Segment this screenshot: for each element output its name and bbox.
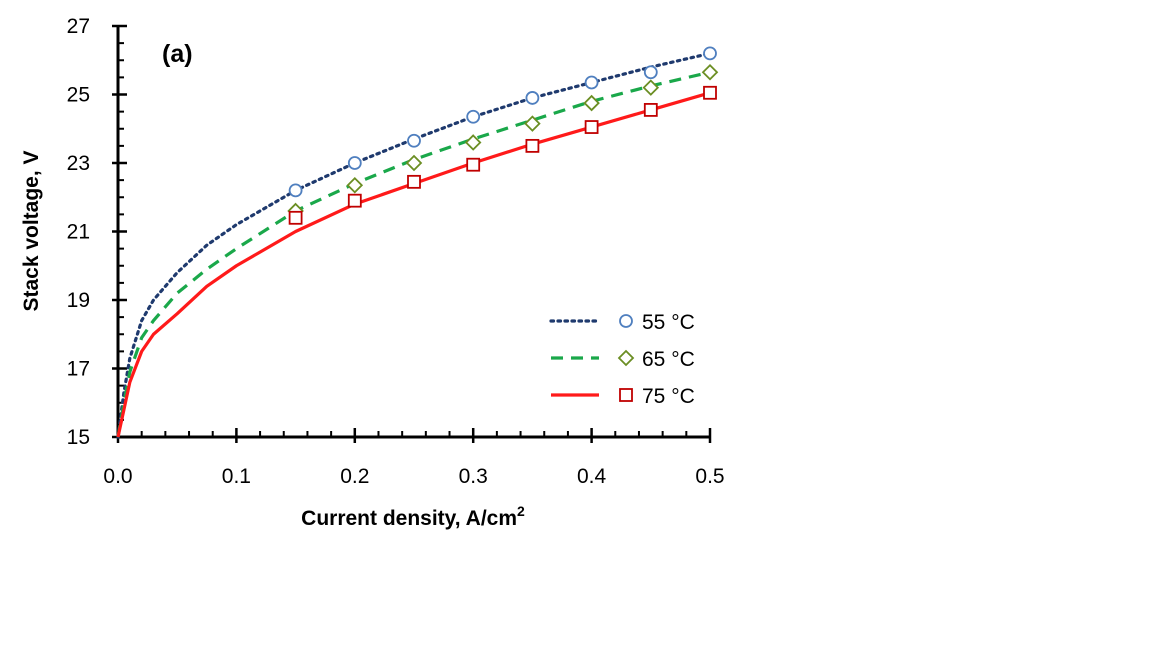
x-axis-title: Current density, A/cm2: [301, 503, 525, 530]
x-ticks: 0.0 0.1 0.2 0.3 0.4 0.5: [103, 428, 725, 488]
x-tick-label: 0.5: [695, 465, 724, 488]
y-tick-label: 23: [67, 152, 90, 175]
y-axis-title: Stack voltage, V: [20, 150, 43, 311]
legend-marker-3: [619, 388, 633, 402]
series-lines: [116, 51, 712, 439]
series-line-2: [116, 70, 711, 438]
data-point-series-1: [525, 91, 540, 105]
data-point-series-2: [405, 154, 423, 172]
series-line-3: [116, 91, 711, 438]
data-point-series-3: [525, 138, 540, 153]
legend-label-1: 55 °C: [642, 311, 695, 334]
data-point-series-1: [288, 183, 303, 198]
x-tick-label: 0.2: [340, 465, 369, 488]
y-tick-label: 19: [67, 289, 90, 312]
data-point-series-2: [524, 115, 541, 132]
data-point-series-3: [347, 193, 362, 208]
data-point-series-1: [643, 65, 658, 80]
data-point-series-2: [701, 63, 719, 81]
x-axis-title-superscript: 2: [517, 503, 525, 519]
data-point-series-3: [643, 103, 658, 117]
data-point-series-2: [583, 94, 600, 112]
panel-label: (a): [162, 40, 193, 68]
legend-label-3: 75 °C: [642, 385, 695, 408]
axes: 0.0 0.1 0.2 0.3 0.4 0.5 15 17 19 21 23 25 27: [67, 15, 725, 488]
data-point-series-3: [288, 210, 303, 225]
series-line-1: [116, 51, 712, 439]
data-point-series-3: [703, 85, 717, 100]
data-point-series-1: [466, 109, 481, 124]
data-point-series-3: [407, 174, 421, 189]
y-tick-label: 27: [67, 15, 90, 38]
series-markers: [287, 46, 719, 225]
data-point-series-3: [466, 157, 481, 172]
data-point-series-2: [642, 79, 660, 96]
y-ticks: 15 17 19 21 23 25 27: [67, 15, 127, 449]
data-point-series-1: [584, 75, 599, 90]
data-point-series-1: [703, 46, 717, 61]
y-tick-label: 21: [67, 221, 90, 244]
legend-marker-1: [619, 314, 633, 328]
x-tick-label: 0.0: [103, 465, 132, 488]
legend: 55 °C 65 °C 75 °C: [549, 311, 695, 408]
y-tick-label: 25: [67, 84, 90, 107]
x-tick-label: 0.1: [222, 465, 251, 488]
x-tick-label: 0.3: [459, 465, 488, 488]
data-point-series-3: [584, 120, 599, 134]
data-point-series-2: [464, 134, 482, 151]
data-point-series-1: [407, 133, 421, 148]
y-tick-label: 15: [67, 426, 90, 449]
data-point-series-2: [346, 176, 364, 194]
x-tick-label: 0.4: [577, 465, 607, 488]
legend-marker-2: [617, 349, 635, 367]
legend-label-2: 65 °C: [642, 348, 695, 371]
data-point-series-1: [347, 156, 362, 170]
y-tick-label: 17: [67, 358, 90, 381]
